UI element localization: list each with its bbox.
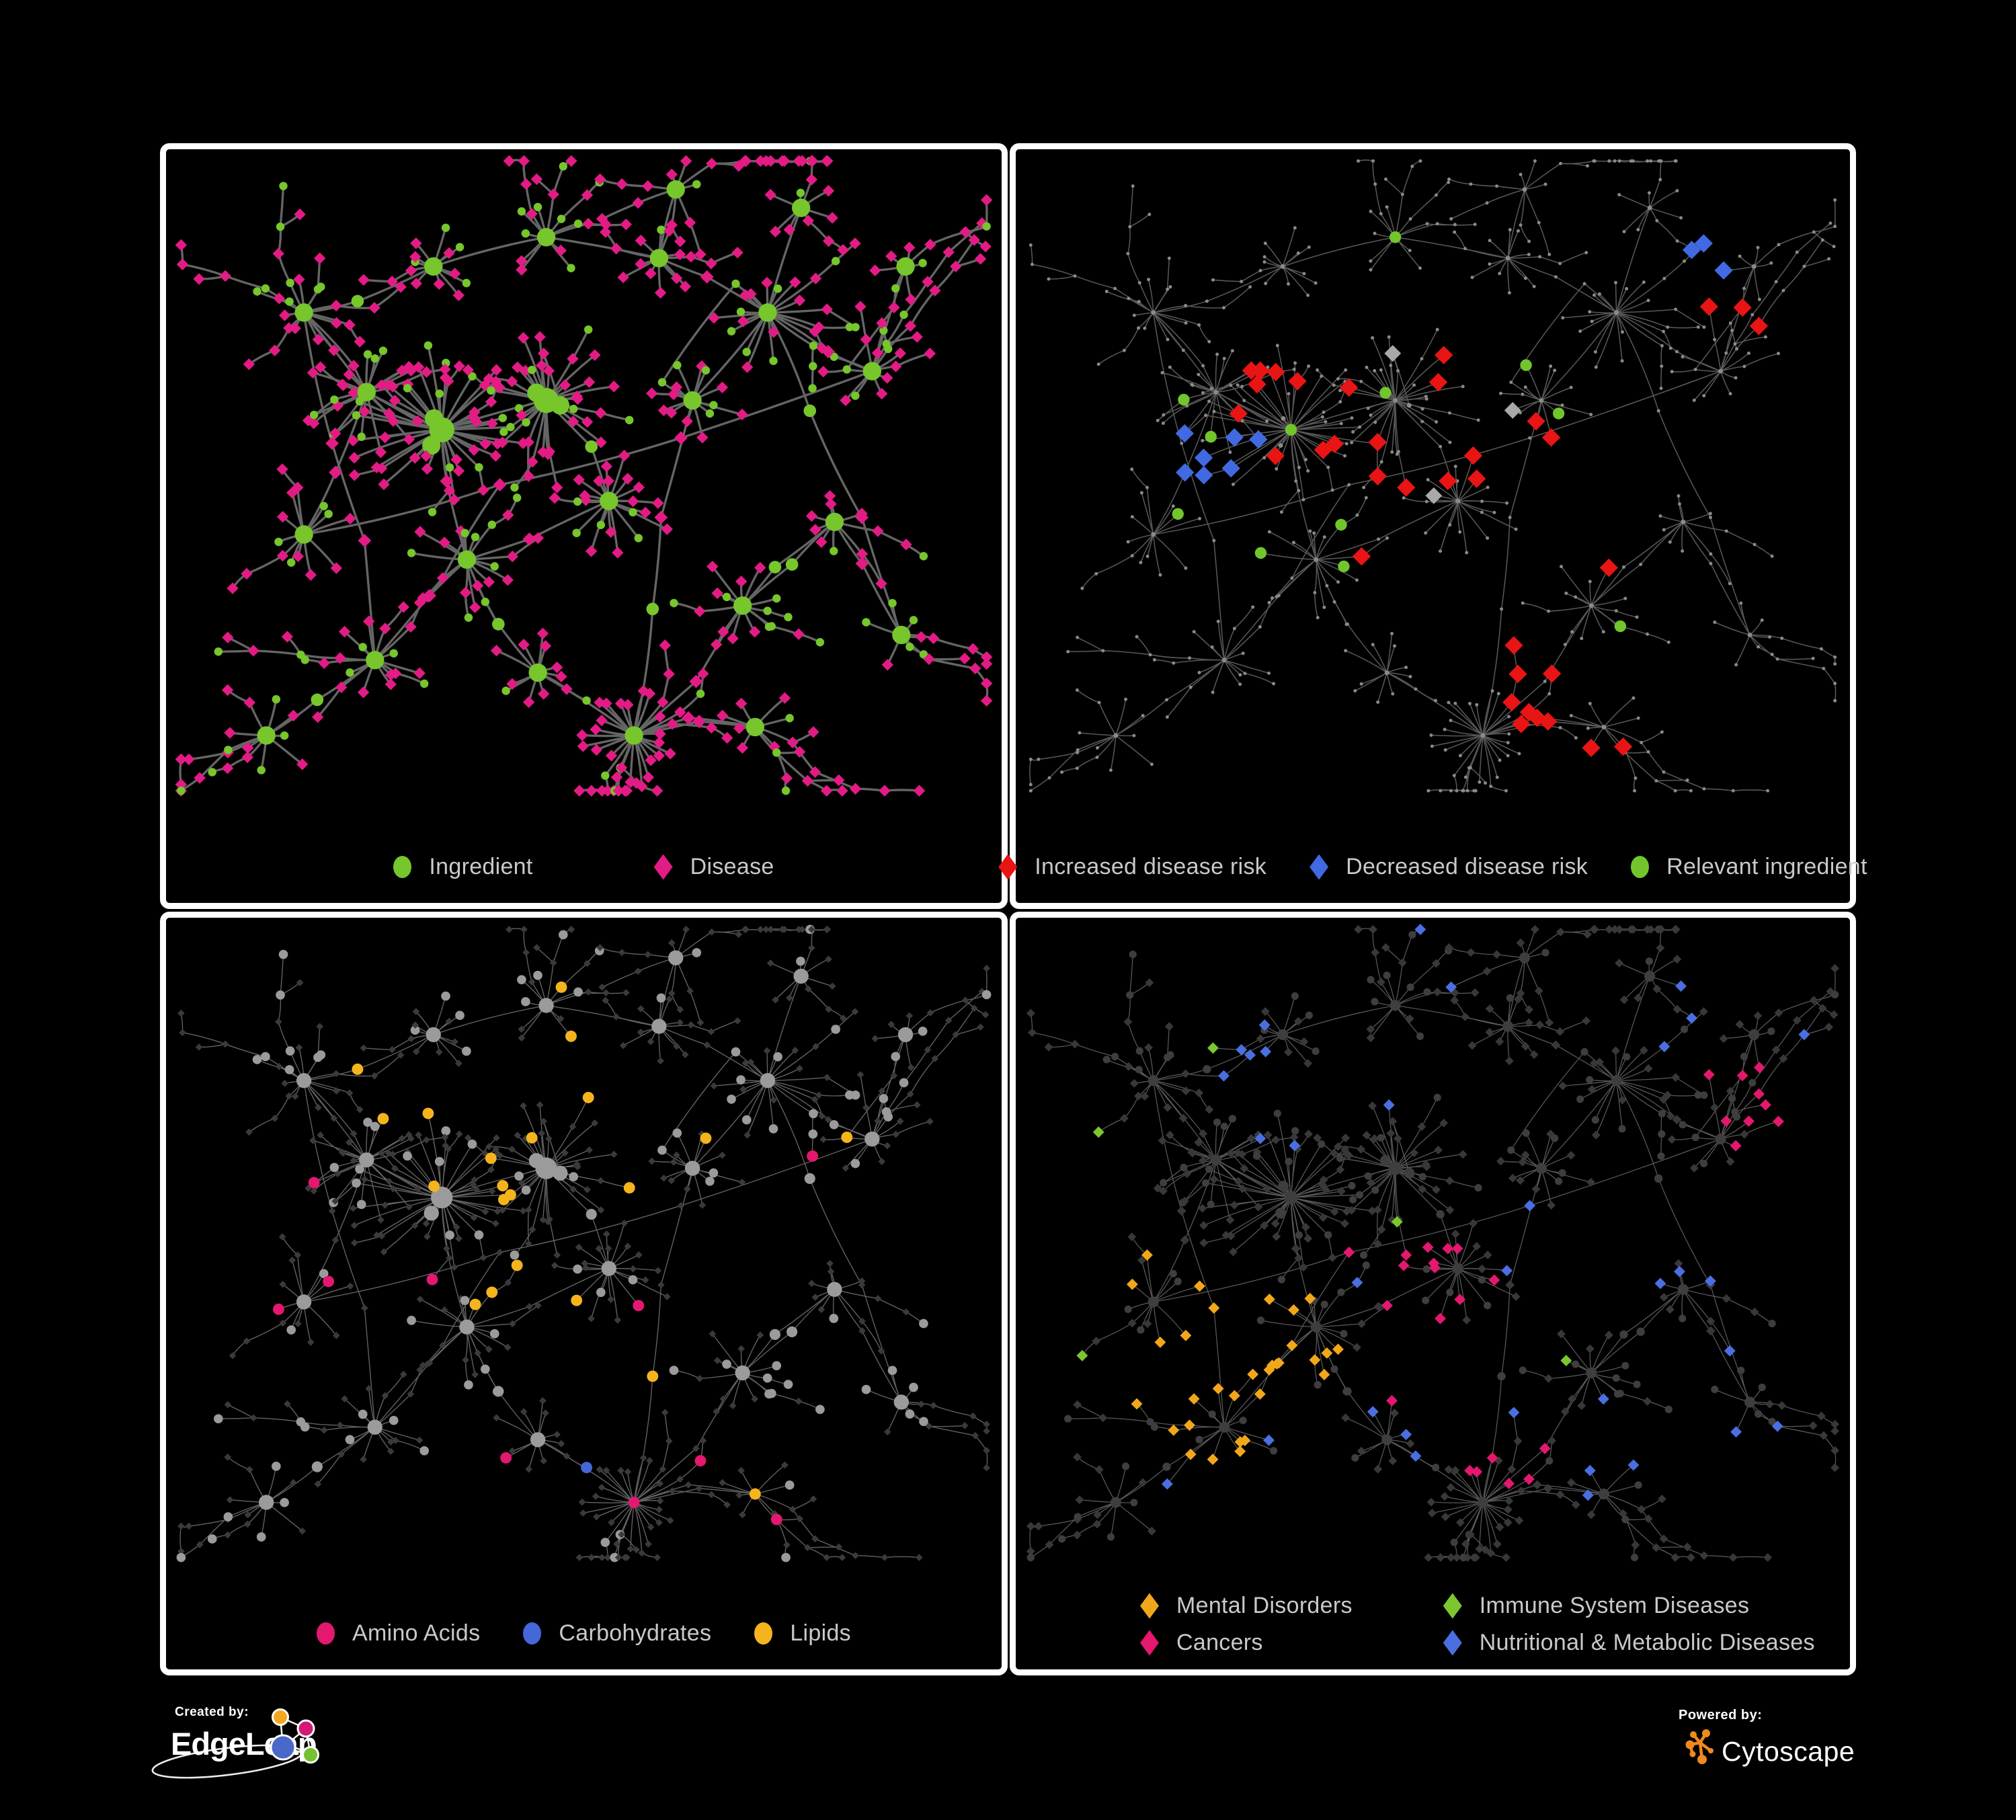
legend-item-cancers: Cancers — [1140, 1630, 1353, 1656]
legend-item-carbohydrates: Carbohydrates — [523, 1620, 711, 1647]
diamond-marker — [1140, 1630, 1159, 1656]
edgeleap-credit: Created by: EdgeLeap — [151, 1694, 510, 1809]
legend-label: Nutritional & Metabolic Diseases — [1479, 1630, 1815, 1655]
cytoscape-credit: Powered by: Cytoscape — [1677, 1706, 1865, 1794]
legend-item-disease: Disease — [653, 854, 774, 880]
legend-label: Carbohydrates — [559, 1620, 712, 1646]
nodes-layer — [1029, 159, 1837, 793]
legend-label: Cancers — [1176, 1630, 1263, 1655]
cytoscape-logo-icon — [1685, 1729, 1713, 1764]
circle-marker — [1631, 856, 1650, 878]
edgeleap-node-blue — [270, 1734, 296, 1761]
circle-marker — [317, 1622, 335, 1645]
legend-item-increased-disease-risk: Increased disease risk — [998, 854, 1266, 880]
legend-item-immune-system-diseases: Immune System Diseases — [1443, 1593, 1815, 1619]
legend-item-decreased-disease-risk: Decreased disease risk — [1309, 854, 1588, 880]
edges-layer — [1029, 928, 1837, 1559]
highlight-nodes-layer — [272, 981, 853, 1526]
legend-label: Disease — [690, 854, 774, 879]
network-graph-disease-risk — [1029, 159, 1837, 793]
panel-disease-class-network: Mental Disorders Immune System Diseases Ca… — [1010, 912, 1856, 1675]
nodes-layer — [175, 155, 993, 797]
edgeleap-node-magenta — [296, 1719, 315, 1738]
legend-label: Increased disease risk — [1035, 854, 1267, 879]
legend-item-relevant-ingredient: Relevant ingredient — [1631, 854, 1867, 880]
highlight-nodes-layer — [1172, 231, 1769, 758]
legend-item-amino-acids: Amino Acids — [317, 1620, 480, 1647]
circle-marker — [754, 1622, 773, 1645]
legend-label: Relevant ingredient — [1666, 854, 1867, 879]
cytoscape-logo-text: Cytoscape — [1722, 1736, 1855, 1767]
panel-ingredient-disease-network: Ingredient Disease — [160, 143, 1008, 909]
diamond-marker — [998, 854, 1018, 880]
network-graph-disease-classes — [1026, 923, 1840, 1562]
diamond-marker — [1443, 1630, 1462, 1656]
diamond-marker — [1443, 1593, 1462, 1619]
edgeleap-node-orange — [272, 1708, 289, 1726]
legend-label: Immune System Diseases — [1479, 1593, 1750, 1618]
edges-layer — [179, 159, 989, 793]
network-graph-ingredient-classes — [176, 924, 992, 1562]
legend-ingredient-disease: Ingredient Disease — [166, 854, 1002, 880]
legend-label: Mental Disorders — [1176, 1593, 1353, 1618]
diamond-marker — [1140, 1593, 1159, 1619]
network-graph-ingredient-disease — [175, 155, 993, 797]
circle-marker — [393, 856, 412, 878]
legend-label: Amino Acids — [352, 1620, 481, 1646]
edges-layer — [1029, 159, 1837, 793]
diamond-marker — [653, 854, 673, 880]
powered-by-label: Powered by: — [1679, 1708, 1763, 1723]
nodes-layer — [1026, 924, 1840, 1562]
legend-item-lipids: Lipids — [754, 1620, 851, 1647]
legend-label: Ingredient — [429, 854, 533, 879]
panel-disease-risk-network: Increased disease risk Decreased disease … — [998, 143, 1867, 909]
legend-label: Decreased disease risk — [1346, 854, 1588, 879]
legend-label: Lipids — [790, 1620, 851, 1646]
legend-ingredient-classes: Amino Acids Carbohydrates Lipids — [166, 1620, 1002, 1647]
legend-item-mental-disorders: Mental Disorders — [1140, 1593, 1353, 1619]
diamond-marker — [1309, 854, 1329, 880]
legend-disease-risk: Increased disease risk Decreased disease … — [998, 854, 1867, 880]
panel-ingredient-class-network: Amino Acids Carbohydrates Lipids — [160, 912, 1008, 1675]
created-by-label: Created by: — [175, 1705, 249, 1719]
legend-disease-classes: Mental Disorders Immune System Diseases Ca… — [1016, 1593, 1850, 1656]
legend-item-ingredient: Ingredient — [393, 854, 532, 880]
edgeleap-node-green — [302, 1746, 319, 1764]
legend-item-nutritional-metabolic-diseases: Nutritional & Metabolic Diseases — [1443, 1630, 1815, 1656]
edgeleap-logo-icon — [270, 1708, 319, 1764]
circle-marker — [523, 1622, 542, 1645]
